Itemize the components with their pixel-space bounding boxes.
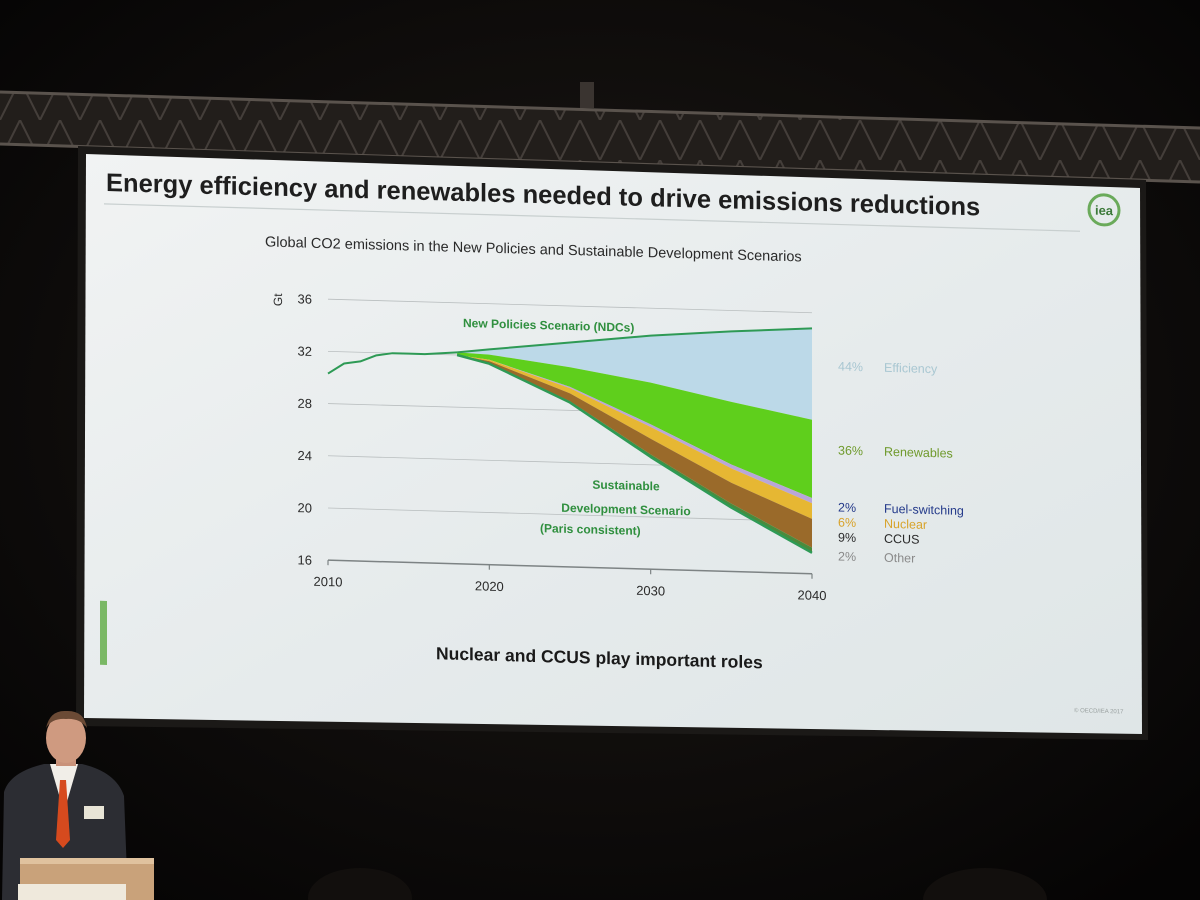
gridline — [328, 298, 812, 314]
lectern — [18, 858, 154, 900]
title-underline — [104, 203, 1080, 232]
wedge-percent: 2% — [838, 549, 856, 564]
wedge-name: Efficiency — [884, 361, 938, 377]
wedge-percent: 6% — [838, 515, 856, 530]
presenter-head — [46, 713, 86, 763]
x-tick-label: 2010 — [314, 574, 343, 590]
wedge-percent: 36% — [838, 443, 863, 458]
lectern-panel — [18, 884, 126, 900]
y-tick-label: 32 — [298, 344, 312, 359]
wedge-percent: 44% — [838, 359, 863, 374]
necktie — [56, 780, 70, 848]
sustainable-development-line — [456, 353, 813, 554]
x-tick-label: 2020 — [475, 578, 504, 594]
wedge-name: Renewables — [884, 445, 953, 461]
lighting-truss — [0, 82, 1200, 184]
sustainable-development-label: Development Scenario — [561, 501, 690, 519]
wedge-efficiency — [457, 328, 812, 420]
y-axis-label: Gt — [271, 293, 285, 307]
historical-emissions-line — [327, 351, 458, 375]
y-tick-label: 24 — [298, 448, 312, 463]
wedge-nuclear — [457, 354, 812, 519]
copyright-note: © OECD/IEA 2017 — [1074, 707, 1124, 715]
y-tick-label: 36 — [298, 291, 312, 306]
wedge-name: Other — [884, 551, 915, 566]
x-axis-line — [328, 559, 812, 575]
audience-silhouettes — [308, 868, 1047, 900]
iea-logo: iea — [1087, 193, 1121, 227]
x-tick-label: 2030 — [636, 583, 665, 599]
wedge-name: Fuel-switching — [884, 502, 964, 518]
wedge-percent: 2% — [838, 500, 856, 515]
y-tick-label: 28 — [298, 396, 312, 411]
x-tick-label: 2040 — [798, 587, 827, 603]
wedge-name: Nuclear — [884, 517, 927, 532]
new-policies-line — [456, 327, 813, 354]
gridline — [328, 507, 812, 522]
sustainable-development-label: Sustainable — [592, 478, 660, 494]
y-tick-label: 20 — [298, 500, 312, 515]
wedge-percent: 9% — [838, 530, 856, 545]
accent-bar — [100, 600, 107, 665]
name-badge — [84, 806, 104, 819]
sustainable-development-label: (Paris consistent) — [540, 521, 641, 538]
emissions-chart: 16 20 24 28 32 36 Gt 2010 2020 2030 2040 New Polici… — [271, 291, 964, 603]
wedge-name: CCUS — [884, 532, 919, 547]
new-policies-label: New Policies Scenario (NDCs) — [463, 316, 634, 335]
truss-clamp — [580, 82, 594, 108]
iea-logo-text: iea — [1095, 203, 1114, 219]
projection-screen — [76, 146, 1148, 740]
wedge-renewables — [457, 352, 812, 499]
y-tick-label: 16 — [298, 552, 312, 567]
